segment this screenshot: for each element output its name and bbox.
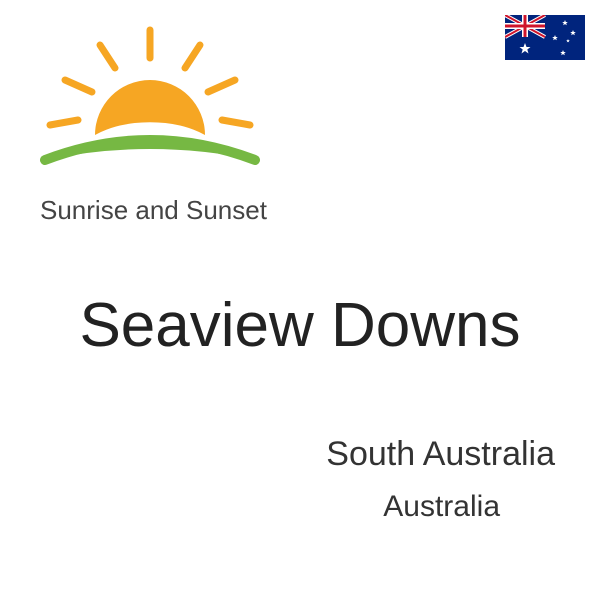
- country-name: Australia: [383, 490, 500, 524]
- city-name: Seaview Downs: [0, 290, 600, 361]
- info-card: Sunrise and Sunset Seaview Downs South A…: [0, 0, 600, 600]
- australia-flag-icon: [505, 15, 585, 60]
- tagline-text: Sunrise and Sunset: [40, 195, 267, 226]
- sunrise-logo: [30, 20, 270, 200]
- region-name: South Australia: [326, 435, 555, 474]
